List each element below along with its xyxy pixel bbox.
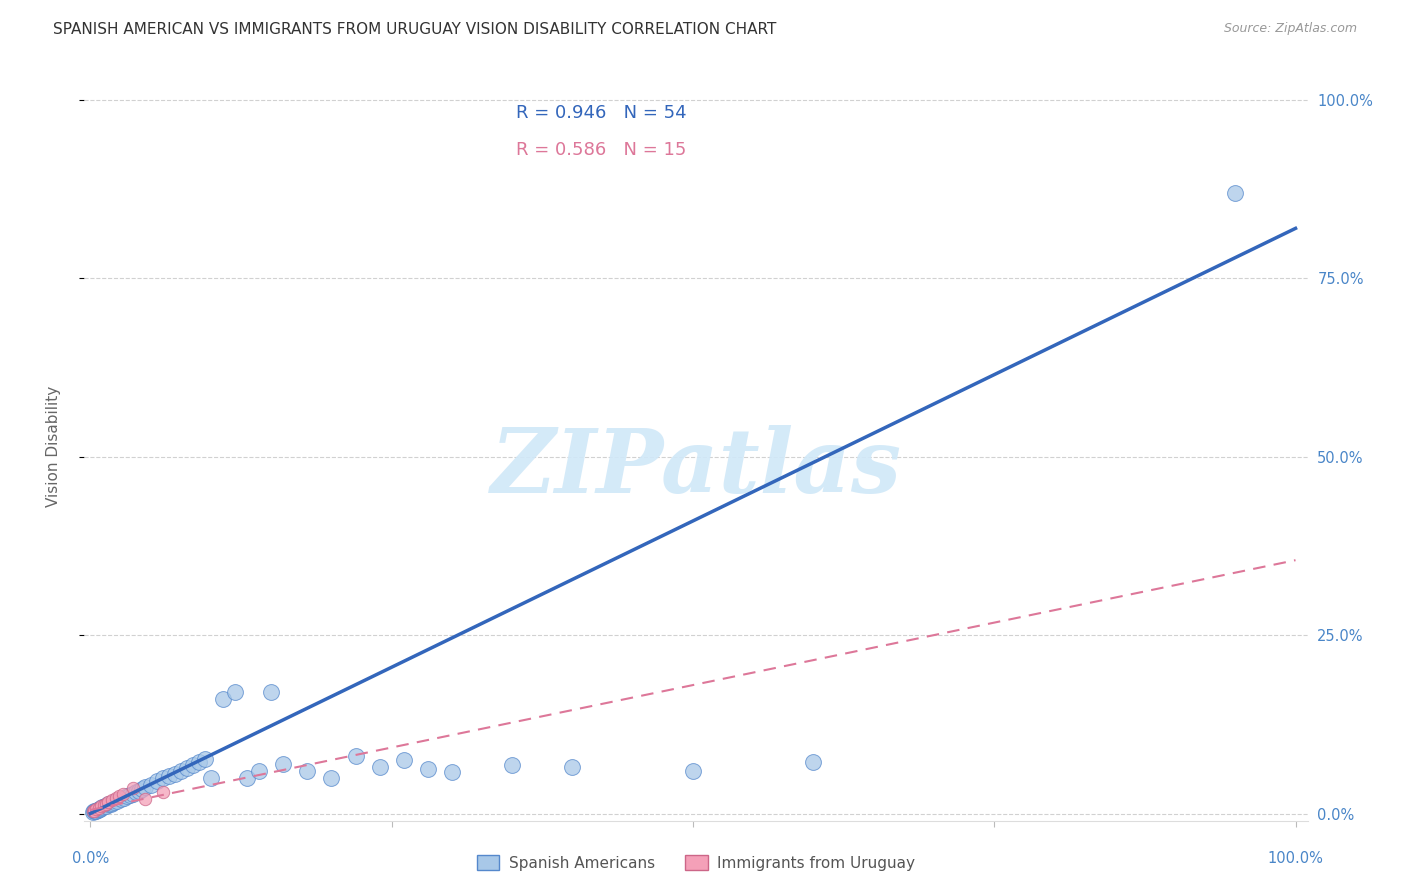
Point [93, 797, 115, 812]
Text: Source: ZipAtlas.com: Source: ZipAtlas.com [1223, 22, 1357, 36]
Point [105, 794, 128, 808]
Point [83, 804, 105, 818]
Point [87, 802, 110, 816]
Point [247, 764, 270, 778]
Point [157, 769, 180, 783]
Point [145, 774, 167, 789]
Point [87, 801, 110, 815]
Point [212, 692, 235, 706]
Point [101, 793, 124, 807]
Point [111, 787, 134, 801]
Point [90, 799, 112, 814]
Point [1225, 186, 1247, 200]
Point [100, 797, 122, 811]
Point [121, 780, 143, 795]
Point [91, 800, 114, 814]
Text: R = 0.946   N = 54: R = 0.946 N = 54 [516, 103, 686, 121]
Point [101, 796, 124, 810]
Point [121, 787, 143, 801]
Point [110, 792, 132, 806]
Y-axis label: Vision Disability: Vision Disability [46, 385, 60, 507]
Point [152, 771, 174, 785]
Point [94, 798, 117, 813]
Point [94, 799, 117, 814]
Point [97, 795, 120, 809]
Point [224, 685, 246, 699]
Point [108, 789, 131, 803]
Point [181, 758, 204, 772]
Point [94, 797, 117, 811]
Point [236, 771, 259, 785]
Point [297, 764, 319, 778]
Point [803, 755, 825, 769]
Point [200, 771, 222, 785]
Point [128, 783, 150, 797]
Point [125, 785, 148, 799]
Point [170, 764, 193, 778]
Point [260, 685, 283, 699]
Point [89, 801, 111, 815]
Point [131, 782, 153, 797]
Point [187, 755, 209, 769]
Point [103, 795, 125, 809]
Point [86, 804, 108, 818]
Point [501, 758, 523, 772]
Point [344, 749, 367, 764]
Point [416, 762, 439, 776]
Point [134, 780, 156, 794]
Point [368, 760, 391, 774]
Point [440, 765, 463, 780]
Point [561, 760, 583, 774]
Legend: Spanish Americans, Immigrants from Uruguay: Spanish Americans, Immigrants from Urugu… [471, 848, 921, 877]
Point [84, 804, 107, 818]
Point [83, 805, 105, 819]
Point [194, 752, 217, 766]
Point [112, 790, 135, 805]
Point [392, 753, 415, 767]
Point [134, 792, 156, 806]
Point [152, 785, 174, 799]
Point [90, 801, 112, 815]
Text: R = 0.586   N = 15: R = 0.586 N = 15 [516, 141, 686, 159]
Point [104, 790, 127, 805]
Point [139, 778, 162, 792]
Text: 0.0%: 0.0% [72, 851, 110, 865]
Point [115, 789, 138, 804]
Point [86, 803, 108, 817]
Point [321, 771, 343, 785]
Point [271, 756, 294, 771]
Point [82, 805, 104, 819]
Text: ZIPatlas: ZIPatlas [491, 425, 901, 512]
Point [682, 764, 704, 778]
Point [82, 805, 104, 819]
Text: 100.0%: 100.0% [1268, 851, 1323, 865]
Point [120, 788, 142, 802]
Point [86, 802, 108, 816]
Point [176, 761, 198, 775]
Point [97, 797, 120, 812]
Point [163, 767, 186, 781]
Text: SPANISH AMERICAN VS IMMIGRANTS FROM URUGUAY VISION DISABILITY CORRELATION CHART: SPANISH AMERICAN VS IMMIGRANTS FROM URUG… [53, 22, 776, 37]
